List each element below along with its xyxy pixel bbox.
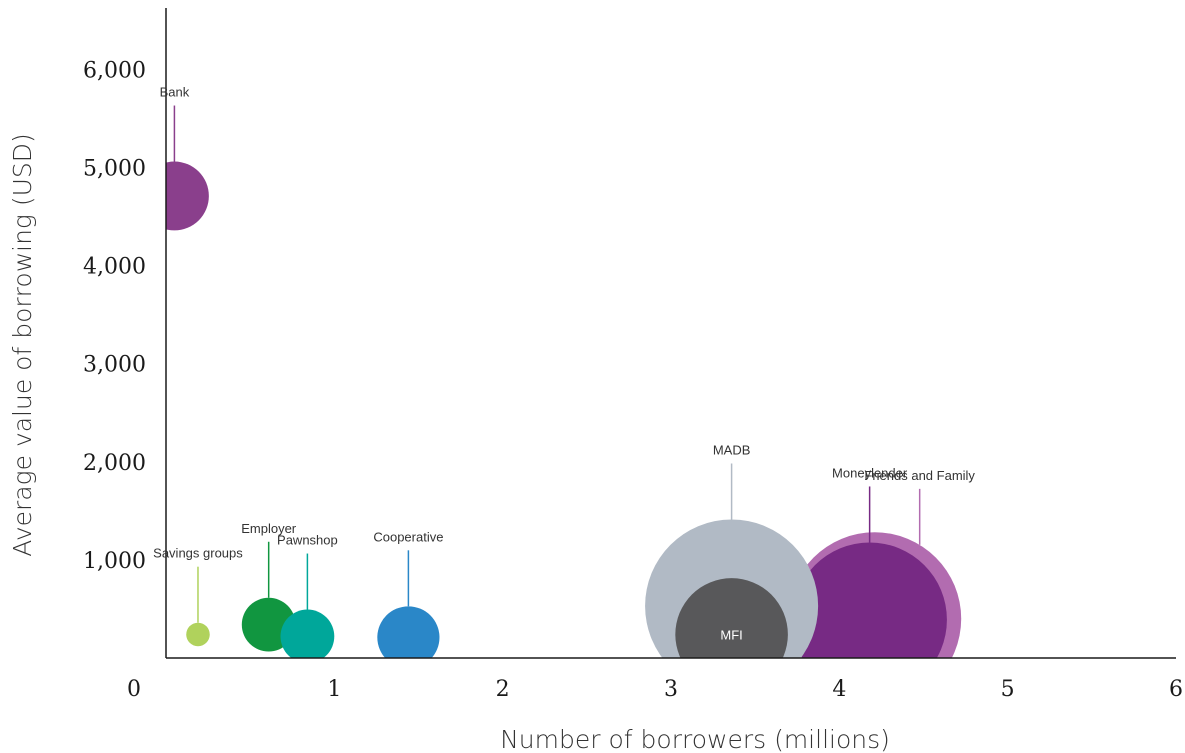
x-tick-6: 6	[1169, 677, 1183, 702]
employer-label: Employer	[241, 521, 297, 536]
x-tick-5: 5	[1001, 677, 1015, 702]
moneylender-bubble	[792, 542, 947, 658]
bubbles-layer	[166, 161, 962, 658]
pawnshop-bubble	[280, 609, 335, 658]
moneylender-label: Moneylender	[832, 465, 908, 480]
y-tick-2-000: 2,000	[83, 451, 146, 476]
x-tick-1: 1	[327, 677, 341, 702]
savings-groups-label: Savings groups	[153, 546, 243, 561]
cooperative-label: Cooperative	[373, 529, 443, 544]
y-tick-6-000: 6,000	[83, 58, 146, 83]
y-tick-3-000: 3,000	[83, 353, 146, 378]
savings-groups-bubble	[186, 622, 210, 647]
bank-bubble	[166, 161, 209, 231]
bank-label: Bank	[160, 85, 190, 100]
y-tick-labels: 1,000 2,000 3,000 4,000 5,000 6,000	[83, 58, 146, 573]
x-tick-3: 3	[664, 677, 678, 702]
x-tick-0: 0	[127, 677, 141, 702]
x-tick-4: 4	[832, 677, 846, 702]
mfi-label: MFI	[720, 627, 742, 642]
leader-lines-layer	[173, 105, 921, 623]
x-tick-2: 2	[496, 677, 510, 702]
cooperative-bubble	[377, 606, 440, 658]
friends-and-family-label: Friends and Family	[864, 468, 975, 483]
mfi-bubble	[675, 578, 788, 658]
x-tick-labels: 0 1 2 3 4 5 6	[127, 677, 1183, 702]
y-tick-5-000: 5,000	[83, 157, 146, 182]
madb-label: MADB	[713, 442, 751, 457]
y-tick-4-000: 4,000	[83, 255, 146, 280]
y-axis-title: Average value of borrowing (USD)	[8, 133, 37, 557]
x-axis-title: Number of borrowers (millions)	[500, 725, 890, 753]
y-tick-1-000: 1,000	[83, 549, 146, 574]
pawnshop-label: Pawnshop	[277, 533, 338, 548]
